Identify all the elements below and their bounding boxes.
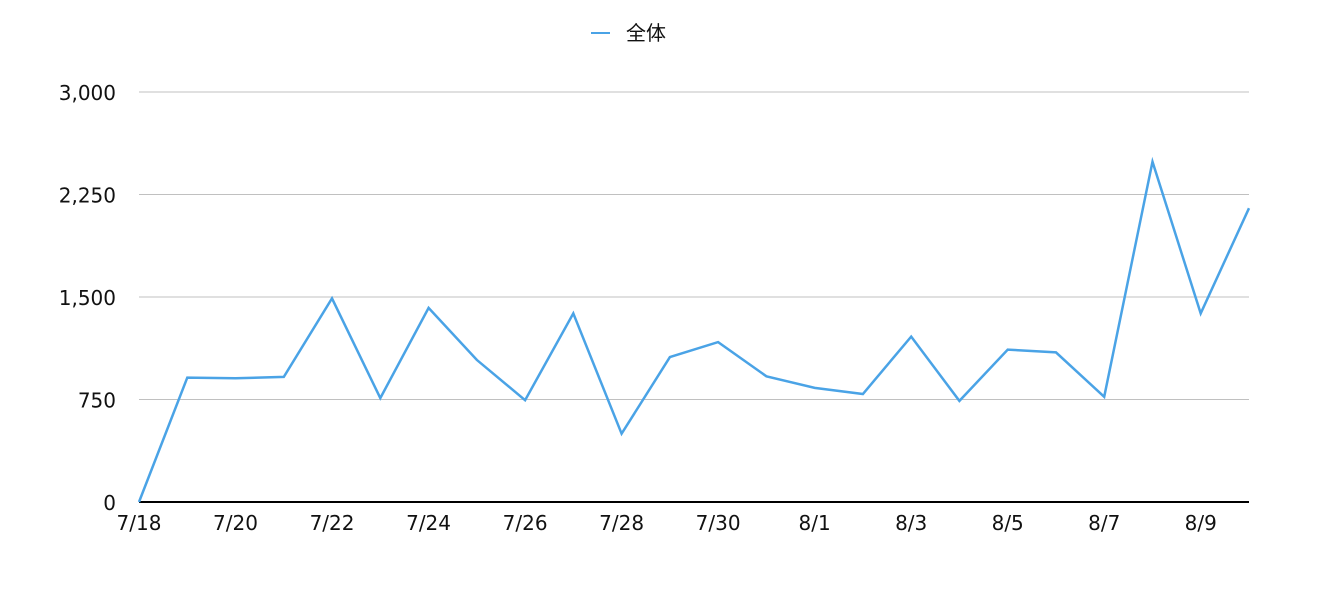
x-tick-label: 8/7 (1088, 511, 1120, 535)
y-tick-label: 750 (78, 389, 116, 413)
x-tick-label: 8/9 (1185, 511, 1217, 535)
x-tick-label: 7/24 (406, 511, 451, 535)
gridlines (139, 91, 1249, 400)
x-tick-label: 8/3 (895, 511, 927, 535)
y-tick-label: 2,250 (59, 184, 116, 208)
x-tick-label: 8/1 (799, 511, 831, 535)
y-tick-label: 3,000 (59, 81, 116, 105)
legend-label-series-0: 全体 (626, 21, 666, 45)
y-tick-label: 0 (103, 491, 116, 515)
x-tick-label: 7/26 (503, 511, 548, 535)
x-tick-label: 8/5 (992, 511, 1024, 535)
y-axis-tick-labels: 0 750 1,500 2,250 3,000 (59, 81, 116, 515)
legend: 全体 (591, 21, 666, 45)
x-tick-label: 7/28 (599, 511, 644, 535)
x-axis-tick-labels: 7/18 7/20 7/22 7/24 7/26 7/28 7/30 8/1 8/3 8/5 8/7… (117, 511, 1217, 535)
x-tick-label: 7/30 (696, 511, 741, 535)
x-tick-label: 7/18 (117, 511, 162, 535)
series-line-0 (137, 156, 1251, 503)
y-tick-label: 1,500 (59, 286, 116, 310)
x-tick-label: 7/20 (213, 511, 258, 535)
x-tick-label: 7/22 (310, 511, 355, 535)
